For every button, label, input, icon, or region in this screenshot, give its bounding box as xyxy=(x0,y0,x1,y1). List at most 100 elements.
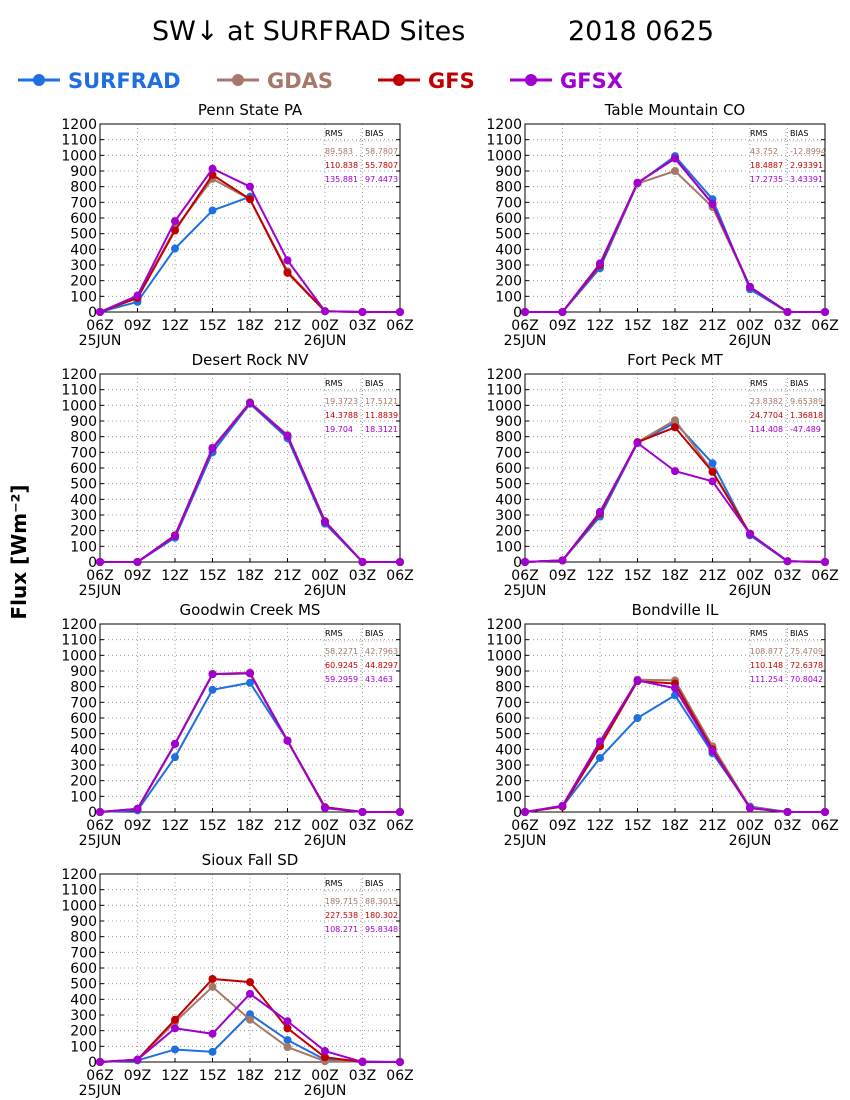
x-tick-label: 09Z xyxy=(124,318,151,334)
panel-title: Table Mountain CO xyxy=(604,101,746,119)
y-tick-label: 900 xyxy=(495,164,522,180)
x-tick-label: 15Z xyxy=(624,568,651,584)
stats-bias: 97.4473 xyxy=(365,175,398,184)
series-line xyxy=(524,421,826,563)
data-point xyxy=(246,1010,254,1019)
x-tick-label: 06Z xyxy=(511,568,538,584)
y-tick-label: 1100 xyxy=(61,133,97,149)
x-tick-label: 00Z xyxy=(311,568,338,584)
data-point xyxy=(171,1024,179,1033)
stats-bias: 9.65389 xyxy=(790,397,823,406)
x-tick-label: 15Z xyxy=(199,568,226,584)
date-label: 2018 0625 xyxy=(568,16,714,47)
x-tick-label: 12Z xyxy=(161,318,188,334)
data-point xyxy=(671,416,679,425)
data-point xyxy=(208,670,217,679)
x-tick-label: 12Z xyxy=(586,818,613,834)
y-tick-label: 800 xyxy=(70,430,97,446)
stats-rms: 19.704 xyxy=(325,425,353,434)
series-line xyxy=(99,672,400,813)
main-title: SW↓ at SURFRAD Sites xyxy=(152,16,465,47)
stats-table: RMS BIAS 58.2271 42.7963 60.9245 44.8297 59.29… xyxy=(323,629,398,686)
y-tick-label: 700 xyxy=(70,945,97,961)
stats-table: RMS BIAS 108.877 75.4709 110.148 72.6378 111.2… xyxy=(748,629,823,686)
data-point xyxy=(396,1058,404,1066)
x-tick-label: 12Z xyxy=(586,318,613,334)
x-tick-label: 18Z xyxy=(661,568,688,584)
x-date-label: 25JUN xyxy=(504,333,547,349)
y-tick-label: 800 xyxy=(70,180,97,196)
series-gfs xyxy=(96,669,404,816)
series-gfsx xyxy=(96,989,404,1066)
stats-bias: 11.8839 xyxy=(365,411,398,420)
stats-header: BIAS xyxy=(790,129,808,138)
x-tick-label: 18Z xyxy=(236,818,263,834)
stats-rms: 110.838 xyxy=(325,161,358,170)
legend-marker xyxy=(232,74,244,86)
x-tick-label: 00Z xyxy=(311,1068,338,1084)
data-point xyxy=(171,532,179,541)
y-tick-label: 1100 xyxy=(61,383,97,399)
stats-bias: 58.7807 xyxy=(365,147,398,156)
y-tick-label: 700 xyxy=(70,195,97,211)
data-point xyxy=(96,308,104,316)
x-tick-label: 00Z xyxy=(311,818,338,834)
series-line xyxy=(99,671,400,813)
series-gfsx xyxy=(521,154,829,316)
data-point xyxy=(783,308,792,316)
y-tick-label: 100 xyxy=(70,789,97,805)
x-tick-label: 09Z xyxy=(124,1068,151,1084)
x-tick-label: 18Z xyxy=(236,568,263,584)
stats-bias: 2.93391 xyxy=(790,161,823,170)
x-tick-label: 00Z xyxy=(736,818,763,834)
data-point xyxy=(596,507,604,516)
data-point xyxy=(171,244,179,253)
stats-bias: 1.36818 xyxy=(790,411,823,420)
stats-rms: 23.8382 xyxy=(750,397,783,406)
stats-header: RMS xyxy=(750,629,768,638)
y-tick-label: 900 xyxy=(70,664,97,680)
x-tick-label: 06Z xyxy=(86,818,113,834)
x-tick-label: 15Z xyxy=(624,818,651,834)
stats-rms: 60.9245 xyxy=(325,661,358,670)
data-point xyxy=(558,308,567,316)
data-point xyxy=(208,974,217,983)
x-tick-label: 03Z xyxy=(349,568,376,584)
stats-rms: 227.538 xyxy=(325,911,358,920)
x-tick-label: 21Z xyxy=(699,318,726,334)
data-point xyxy=(171,739,179,748)
y-tick-label: 1000 xyxy=(61,148,97,164)
x-tick-label: 09Z xyxy=(549,318,576,334)
y-axis-label: Flux [Wm⁻²] xyxy=(7,484,31,619)
data-point xyxy=(358,808,367,816)
x-tick-label: 06Z xyxy=(386,818,413,834)
x-tick-label: 03Z xyxy=(349,1068,376,1084)
data-point xyxy=(208,206,217,215)
panel-title: Sioux Fall SD xyxy=(202,851,299,869)
panel-title: Penn State PA xyxy=(198,101,303,119)
x-tick-label: 12Z xyxy=(161,1068,188,1084)
series-gdas xyxy=(521,167,829,316)
data-point xyxy=(358,558,367,566)
panel-sioux-fall-sd: Sioux Fall SD 010020030040050060070080090… xyxy=(61,851,413,1099)
data-point xyxy=(671,423,679,432)
series-surfrad xyxy=(96,192,254,316)
x-tick-label: 12Z xyxy=(586,568,613,584)
x-tick-label: 06Z xyxy=(86,568,113,584)
legend: SURFRAD GDAS GFS GFSX xyxy=(18,69,623,93)
stats-rms: 58.2271 xyxy=(325,647,358,656)
panel-title: Fort Peck MT xyxy=(627,351,723,369)
stats-table: RMS BIAS 19.3723 17.5121 14.3788 11.8839 19.70… xyxy=(323,379,398,436)
y-tick-label: 600 xyxy=(70,961,97,977)
y-tick-label: 1000 xyxy=(61,898,97,914)
stats-rms: 14.3788 xyxy=(325,411,358,420)
y-tick-label: 1000 xyxy=(486,148,522,164)
y-tick-label: 200 xyxy=(70,274,97,290)
series-gfsx xyxy=(96,398,404,566)
data-point xyxy=(246,182,254,191)
data-point xyxy=(283,431,292,440)
stats-bias: 42.7963 xyxy=(365,647,398,656)
data-point xyxy=(133,291,142,300)
stats-rms: 43.752 xyxy=(750,147,778,156)
stats-bias: -12.8994 xyxy=(790,147,826,156)
